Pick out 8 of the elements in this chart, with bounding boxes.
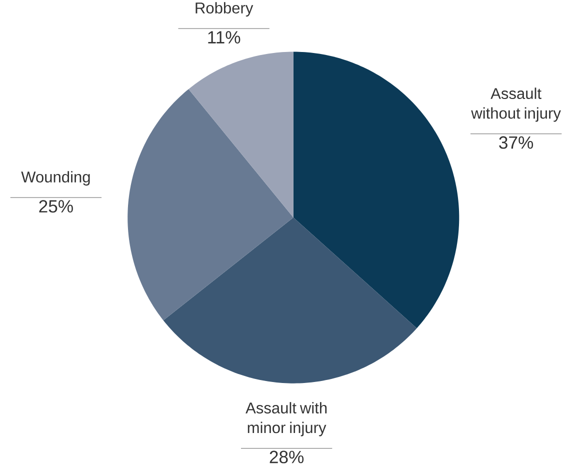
slice-label: Assault with minor injury [246,402,327,436]
slice-label: Wounding [21,170,90,186]
slice-label: Robbery [196,2,254,16]
slice-label: Assault without injury [471,87,561,122]
data-label: 37% [499,136,534,149]
data-label: 28% [270,450,304,464]
data-label: 11% [208,31,240,44]
data-label: 25% [39,200,73,212]
